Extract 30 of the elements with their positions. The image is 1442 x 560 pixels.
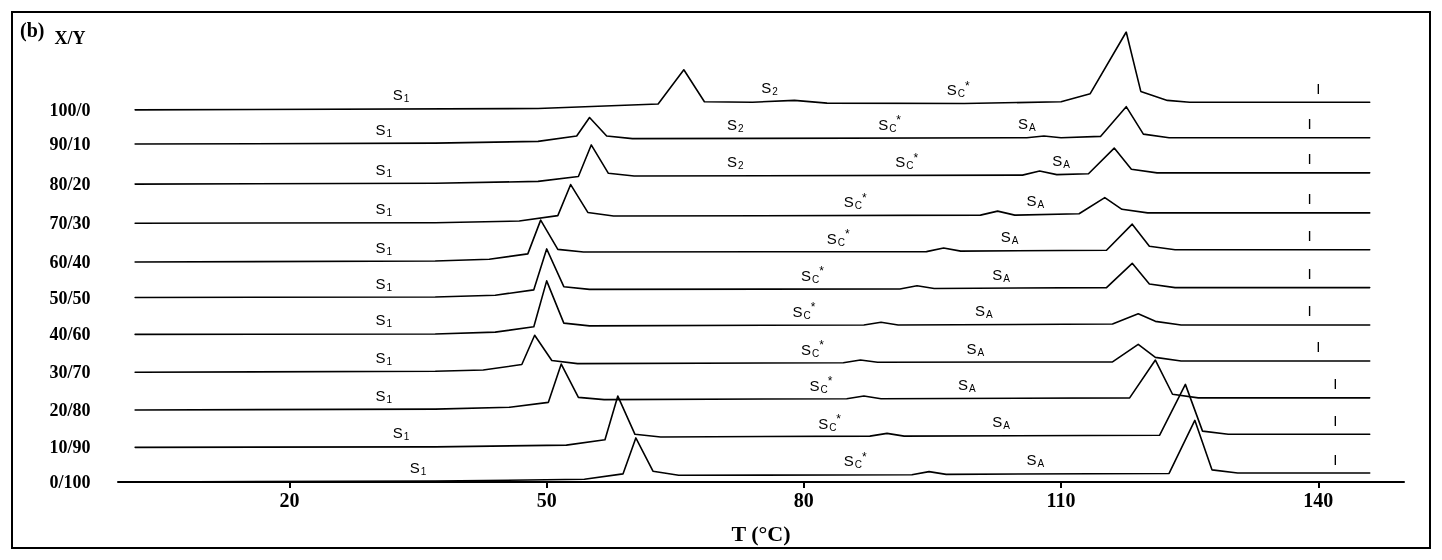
text: 60/40 [49,251,91,272]
annotation: I [1333,450,1338,468]
annotation: I [1307,190,1312,208]
text: 100/0 [49,99,91,120]
annotation: I [1307,302,1312,320]
text: 0/100 [49,472,91,492]
chart-title: (b) [20,19,45,42]
x-tick-label: 140 [1303,489,1334,511]
x-tick-label: 20 [279,489,300,511]
annotation: I [1316,79,1321,97]
text: 50/50 [49,287,91,308]
annotation: I [1307,227,1312,245]
text: 20/80 [49,400,91,420]
text: 10/90 [49,437,91,458]
text: 80/20 [49,174,91,195]
annotation: I [1333,411,1338,429]
legend-title: X/Y [54,28,86,48]
text: 90/10 [49,134,91,155]
x-tick-label: 50 [536,489,557,511]
annotation: I [1307,115,1312,133]
annotation: I [1307,265,1312,283]
annotation: I [1316,338,1321,356]
text: 40/60 [49,324,91,345]
annotation: I [1307,150,1312,168]
x-axis-title: T (°C) [731,520,791,546]
annotation: I [1333,375,1338,393]
text: 70/30 [49,213,91,234]
x-tick-label: 110 [1046,489,1076,511]
text: 30/70 [49,362,91,383]
x-tick-label: 80 [793,489,814,511]
